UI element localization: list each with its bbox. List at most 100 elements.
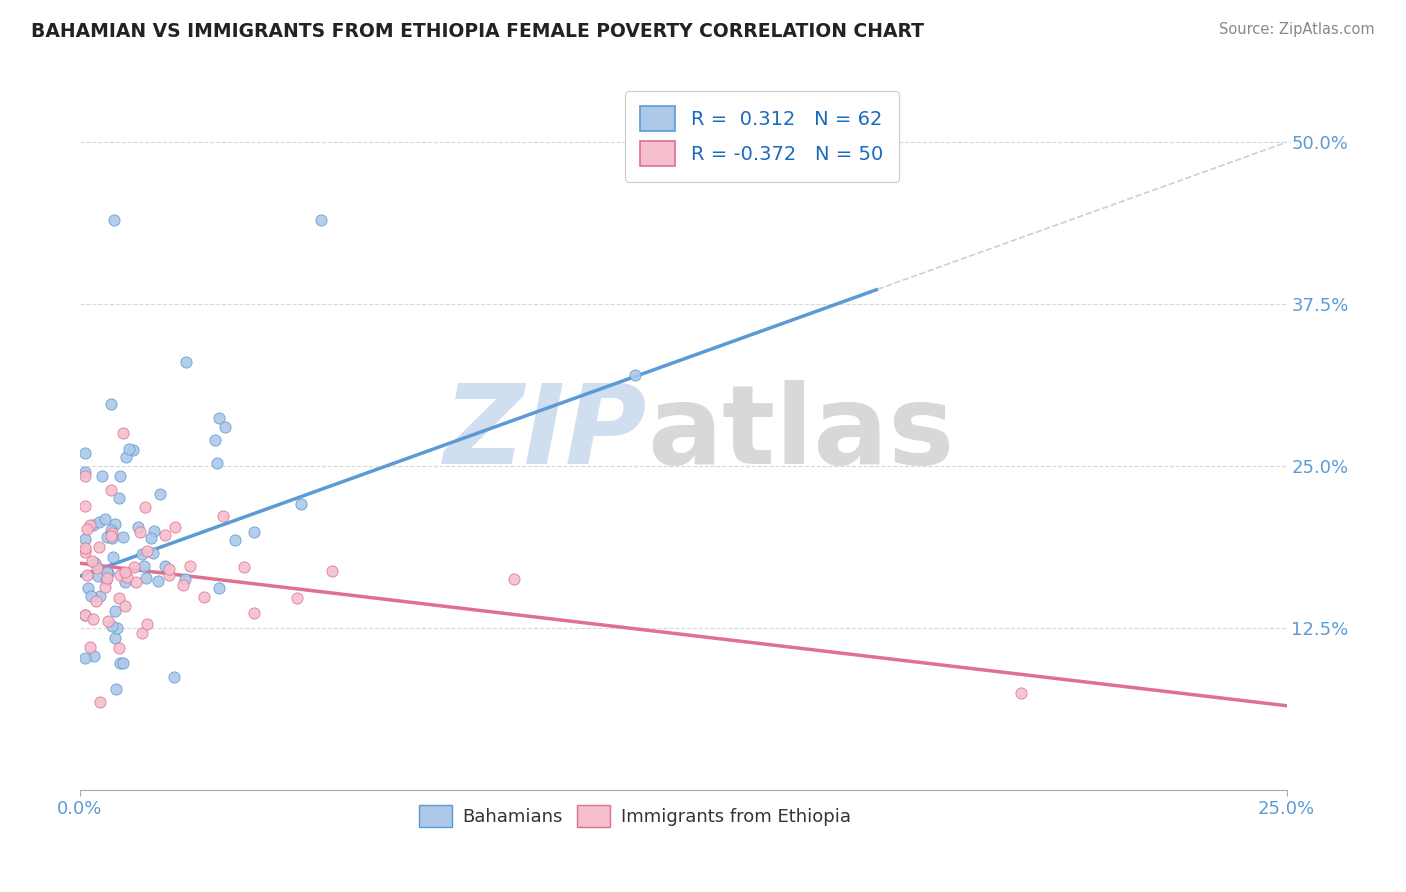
Point (103, 549, 125, 564)
Point (174, 572, 197, 586)
Point (101, 531, 124, 545)
Point (80, 589, 103, 603)
Point (87, 515, 110, 529)
Point (153, 559, 176, 574)
Point (165, 520, 187, 534)
Point (122, 442, 145, 457)
Point (90, 468, 112, 483)
Text: BAHAMIAN VS IMMIGRANTS FROM ETHIOPIA FEMALE POVERTY CORRELATION CHART: BAHAMIAN VS IMMIGRANTS FROM ETHIOPIA FEM… (31, 22, 924, 41)
Point (136, 617, 159, 632)
Point (73, 607, 96, 622)
Point (73, 446, 96, 460)
Point (73, 532, 96, 546)
Point (86, 561, 108, 575)
Point (108, 641, 131, 656)
Point (73, 469, 96, 483)
Point (163, 670, 186, 684)
Point (132, 559, 155, 574)
Point (97, 614, 120, 628)
Point (114, 565, 136, 579)
Point (1010, 686, 1032, 700)
Point (124, 575, 146, 590)
Point (73, 541, 96, 555)
Point (96, 574, 118, 588)
Point (94, 580, 117, 594)
Point (100, 397, 122, 411)
Text: Source: ZipAtlas.com: Source: ZipAtlas.com (1219, 22, 1375, 37)
Point (79, 640, 101, 655)
Point (193, 590, 215, 604)
Point (110, 568, 132, 582)
Point (84, 556, 107, 570)
Point (172, 578, 194, 592)
Point (96, 530, 118, 544)
Point (76, 523, 98, 537)
Point (111, 426, 134, 441)
Point (100, 483, 122, 497)
Point (84, 594, 107, 608)
Point (134, 500, 156, 514)
Point (214, 420, 236, 434)
Point (73, 499, 96, 513)
Point (77, 581, 100, 595)
Point (157, 562, 180, 576)
Point (131, 626, 153, 640)
Text: ZIP: ZIP (443, 380, 647, 487)
Point (135, 544, 157, 558)
Point (89, 541, 111, 555)
Point (118, 442, 141, 456)
Point (105, 682, 128, 697)
Point (75, 466, 97, 480)
Point (115, 450, 138, 464)
Point (208, 410, 231, 425)
Point (76, 568, 98, 582)
Point (122, 559, 145, 574)
Point (129, 524, 152, 539)
Point (114, 599, 136, 613)
Point (224, 533, 246, 548)
Point (149, 487, 172, 501)
Point (174, 355, 197, 369)
Point (111, 530, 134, 544)
Point (285, 591, 308, 606)
Point (108, 491, 131, 505)
Point (82, 612, 104, 626)
Point (108, 657, 131, 671)
Point (503, 572, 526, 586)
Point (108, 469, 131, 483)
Point (89, 589, 111, 603)
Point (73, 545, 96, 559)
Point (103, 213, 125, 227)
Point (205, 457, 228, 471)
Point (100, 526, 122, 541)
Point (309, 213, 332, 227)
Point (111, 656, 134, 670)
Point (82, 517, 104, 532)
Point (83, 648, 105, 663)
Point (208, 581, 231, 595)
Point (233, 559, 256, 574)
Point (100, 529, 122, 543)
Point (157, 567, 180, 582)
Point (104, 604, 127, 618)
Point (108, 591, 131, 605)
Point (87, 569, 110, 583)
Point (143, 524, 166, 538)
Point (94, 511, 117, 525)
Point (100, 523, 122, 537)
Point (243, 606, 266, 620)
Point (96, 565, 118, 579)
Point (89, 695, 111, 709)
Point (127, 519, 149, 533)
Point (131, 547, 153, 561)
Point (82, 554, 104, 568)
Point (115, 570, 138, 584)
Legend: Bahamians, Immigrants from Ethiopia: Bahamians, Immigrants from Ethiopia (412, 797, 858, 834)
Text: atlas: atlas (647, 380, 955, 487)
Point (96, 571, 118, 585)
Point (73, 651, 96, 665)
Point (321, 564, 343, 578)
Point (104, 517, 127, 532)
Point (624, 368, 647, 383)
Point (141, 532, 163, 546)
